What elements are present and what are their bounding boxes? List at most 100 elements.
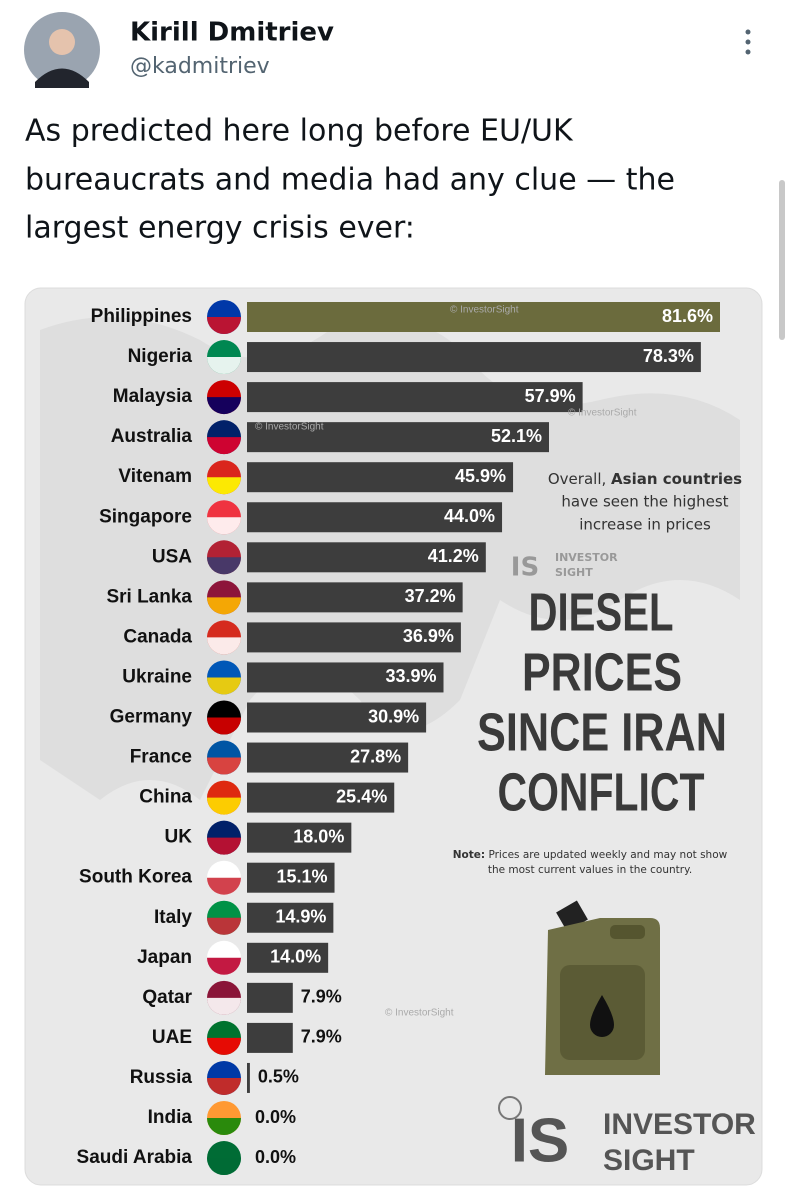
flag: [207, 1037, 241, 1055]
avatar-figure: [35, 68, 89, 88]
flag: [207, 597, 241, 615]
flag: [207, 1118, 241, 1135]
bar: [247, 542, 486, 573]
bar: [247, 622, 461, 653]
flag: [207, 877, 241, 895]
value-label: 18.0%: [293, 826, 344, 846]
note-label: Note:: [453, 849, 485, 861]
brand-name: INVESTOR: [603, 1108, 756, 1141]
watermark: © InvestorSight: [568, 408, 637, 419]
flag: [207, 397, 241, 415]
bar: [247, 302, 720, 332]
country-label: Singapore: [99, 506, 192, 527]
value-label: 33.9%: [385, 666, 436, 686]
brand-logo: IS: [511, 1106, 570, 1175]
more-menu[interactable]: [745, 29, 751, 55]
annotation: increase in prices: [579, 516, 711, 534]
flag: [207, 317, 241, 334]
flag: [207, 837, 241, 855]
flag: [207, 997, 241, 1015]
bar: [247, 902, 334, 933]
country-label: UAE: [152, 1027, 192, 1048]
country-label: Qatar: [142, 987, 192, 1008]
bar: [247, 462, 514, 493]
bar: [247, 742, 409, 773]
value-label: 27.8%: [350, 746, 401, 766]
bar: [247, 502, 503, 533]
country-label: Sri Lanka: [106, 586, 192, 607]
value-label: 0.0%: [255, 1107, 296, 1127]
bar: [247, 1022, 293, 1053]
country-label: Nigeria: [128, 346, 193, 367]
flag: [207, 477, 241, 495]
annotation: Overall, Asian countries: [548, 470, 742, 488]
flag: [207, 637, 241, 655]
flag: [207, 1077, 241, 1095]
country-label: Australia: [111, 426, 193, 447]
flag: [207, 357, 241, 375]
country-label: Saudi Arabia: [77, 1147, 193, 1168]
infographic-title: CONFLICT: [498, 762, 705, 822]
small-brand: INVESTOR: [555, 551, 618, 564]
value-label: 0.0%: [255, 1147, 296, 1167]
author-name[interactable]: Kirill Dmitriev: [130, 18, 334, 48]
flag: [207, 957, 241, 975]
value-label: 0.5%: [258, 1067, 299, 1087]
bar: [247, 422, 550, 453]
infographic-title: SINCE IRAN: [477, 702, 727, 762]
country-label: UK: [165, 827, 193, 848]
watermark: © InvestorSight: [385, 1008, 454, 1019]
value-label: 44.0%: [444, 506, 495, 526]
flag: [207, 1158, 241, 1176]
infographic[interactable]: Philippines 81.6% Nigeria 78.3% Malaysia 57.9…: [24, 287, 763, 1186]
value-label: 30.9%: [368, 706, 419, 726]
infographic-title: DIESEL: [529, 582, 674, 642]
value-label: 45.9%: [455, 466, 506, 486]
flag: [207, 917, 241, 935]
tweet-text: As predicted here long before EU/UK: [25, 114, 574, 149]
flag: [207, 557, 241, 575]
note: the most current values in the country.: [488, 864, 692, 876]
value-label: 25.4%: [336, 786, 387, 806]
annotation: have seen the highest: [561, 493, 728, 511]
value-label: 14.0%: [270, 947, 321, 967]
country-label: Italy: [154, 907, 192, 928]
bar: [247, 702, 427, 733]
annotation-bold: Asian countries: [611, 470, 742, 488]
country-label: France: [130, 747, 192, 768]
value-label: 37.2%: [405, 586, 456, 606]
bar: [247, 982, 293, 1013]
country-label: Russia: [130, 1067, 193, 1088]
country-label: Japan: [137, 947, 192, 968]
infographic-title: PRICES: [522, 642, 682, 702]
country-label: Philippines: [91, 306, 192, 327]
bar: [247, 782, 395, 813]
author-handle[interactable]: @kadmitriev: [130, 54, 270, 79]
scrollbar[interactable]: [779, 180, 785, 340]
note: Note: Prices are updated weekly and may …: [453, 849, 728, 861]
value-label: 14.9%: [275, 907, 326, 927]
watermark: © InvestorSight: [450, 305, 519, 316]
country-label: Vitenam: [118, 466, 192, 487]
annotation-text: Overall,: [548, 470, 611, 488]
logo-target: [498, 1096, 522, 1120]
tweet-text: largest energy crisis ever:: [25, 211, 415, 246]
country-label: Canada: [123, 626, 192, 647]
tweet-text: bureaucrats and media had any clue — the: [25, 163, 675, 198]
value-label: 36.9%: [403, 626, 454, 646]
country-label: India: [148, 1107, 193, 1128]
value-label: 15.1%: [276, 866, 327, 886]
bar: [247, 342, 701, 373]
country-label: Germany: [110, 707, 193, 728]
bar: [247, 382, 583, 413]
bar: [247, 822, 352, 853]
small-logo: IS: [511, 553, 539, 583]
bar: [247, 862, 335, 893]
watermark: © InvestorSight: [255, 422, 324, 433]
value-label: 41.2%: [428, 546, 479, 566]
country-label: South Korea: [79, 867, 192, 888]
value-label: 81.6%: [662, 306, 713, 326]
value-label: 7.9%: [301, 1027, 342, 1047]
country-label: China: [139, 787, 192, 808]
flag: [207, 757, 241, 775]
